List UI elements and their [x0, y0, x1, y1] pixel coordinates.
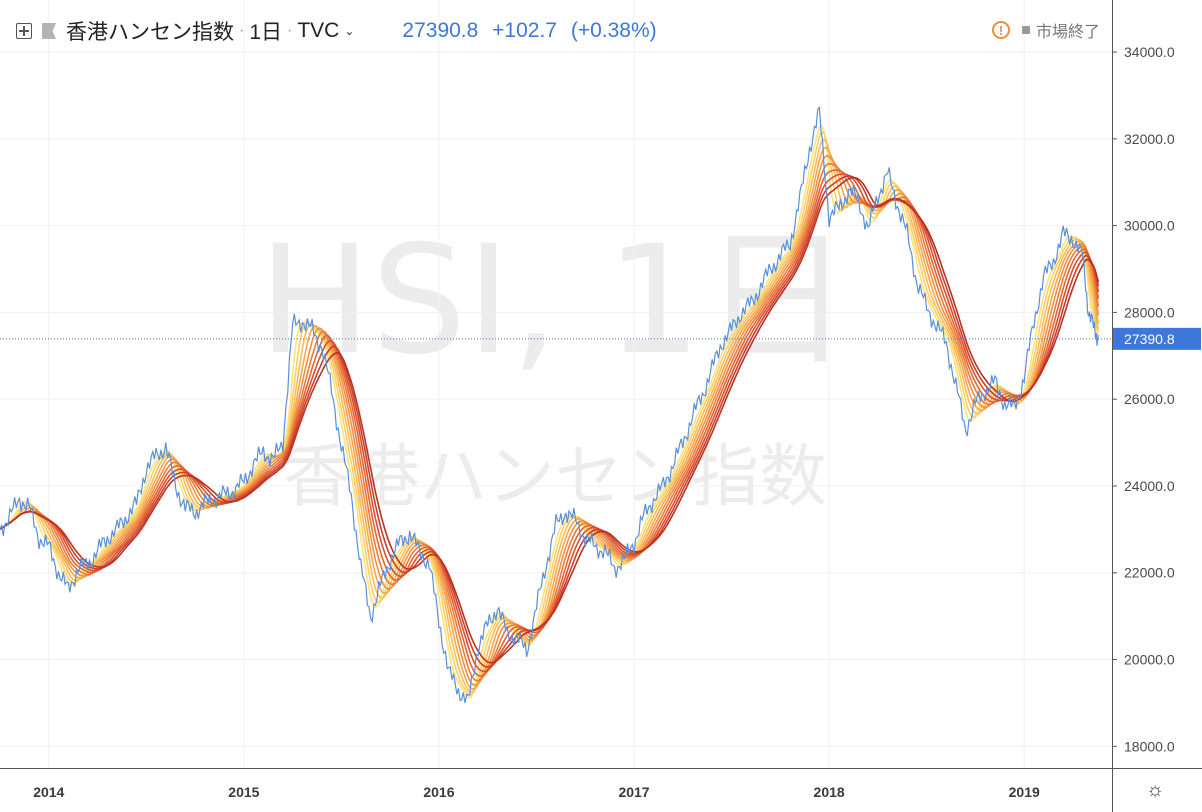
x-tick-label-3: 2017 [618, 784, 649, 800]
x-tick-label-2: 2016 [423, 784, 454, 800]
ma-line-9 [0, 176, 1100, 664]
symbol-name[interactable]: 香港ハンセン指数 [66, 21, 234, 44]
price-tag-box [1113, 327, 1201, 350]
status-dot-icon [1021, 26, 1030, 34]
series [0, 105, 1099, 704]
price-tag-label: 27390.8 [1124, 331, 1175, 347]
watermark-name: 香港ハンセン指数 [283, 438, 827, 517]
watermark: HSI, 1日 香港ハンセン指数 [258, 214, 851, 517]
last-price: 27390.8 [402, 19, 479, 42]
flag-icon[interactable] [42, 23, 56, 39]
settings-icon[interactable]: ☼ [1145, 779, 1165, 801]
y-tick-label-6: 30000.0 [1124, 218, 1175, 234]
y-tick-label-0: 18000.0 [1124, 738, 1175, 754]
quote: 27390.8 +102.7 (+0.38%) [402, 19, 664, 43]
separator: · [239, 22, 245, 39]
y-axis-ticks[interactable]: 18000.0 20000.0 22000.0 24000.0 26000.0 28000… [1112, 44, 1175, 754]
y-tick-label-2: 22000.0 [1124, 565, 1175, 581]
price-change: +102.7 [492, 19, 557, 42]
y-tick-label-7: 32000.0 [1124, 131, 1175, 147]
interval-label[interactable]: 1日 [249, 21, 283, 44]
exchange-label[interactable]: TVC [297, 19, 340, 42]
expand-icon[interactable] [16, 23, 32, 39]
x-axis-ticks[interactable]: 2014 2015 2016 2017 2018 2019 [33, 784, 1040, 800]
series-line [0, 105, 1099, 704]
x-tick-label-0: 2014 [33, 784, 64, 800]
price-tag: 27390.8 [1113, 327, 1201, 350]
y-tick-label-8: 34000.0 [1124, 44, 1175, 60]
moving-average-ribbon [0, 124, 1100, 699]
grid [0, 0, 1112, 768]
ma-line-8 [0, 175, 1100, 668]
y-tick-label-3: 24000.0 [1124, 478, 1175, 494]
price-change-percent: (+0.38%) [570, 19, 657, 42]
ma-line-3 [0, 146, 1100, 690]
y-tick-label-5: 28000.0 [1124, 304, 1175, 320]
warning-icon[interactable]: ! [991, 21, 1010, 39]
ma-line-1 [0, 131, 1100, 696]
x-tick-label-4: 2018 [814, 784, 845, 800]
y-tick-label-1: 20000.0 [1124, 652, 1175, 668]
market-status-label: 市場終了 [1035, 24, 1100, 41]
ma-line-0 [0, 124, 1100, 699]
ma-line-2 [0, 138, 1100, 693]
x-tick-label-1: 2015 [228, 784, 259, 800]
chart-header: 香港ハンセン指数 · 1日 · TVC ⌄ 27390.8 +102.7 (+0… [16, 13, 665, 49]
x-tick-label-5: 2019 [1009, 784, 1040, 800]
ma-line-7 [0, 173, 1100, 673]
y-tick-label-4: 26000.0 [1124, 391, 1175, 407]
chevron-down-icon[interactable]: ⌄ [344, 24, 355, 38]
market-status: ! 市場終了 [991, 18, 1100, 42]
separator: · [287, 22, 293, 39]
